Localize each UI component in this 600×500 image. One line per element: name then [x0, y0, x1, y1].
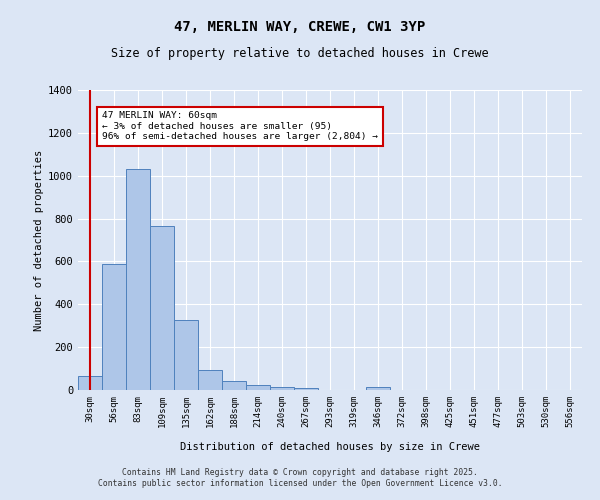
Bar	[366, 387, 390, 390]
Text: 47 MERLIN WAY: 60sqm
← 3% of detached houses are smaller (95)
96% of semi-detach: 47 MERLIN WAY: 60sqm ← 3% of detached ho…	[102, 112, 378, 141]
Bar	[102, 264, 126, 390]
Text: Contains HM Land Registry data © Crown copyright and database right 2025.
Contai: Contains HM Land Registry data © Crown c…	[98, 468, 502, 487]
Bar	[294, 388, 318, 390]
Bar	[126, 170, 150, 390]
Bar	[246, 384, 270, 390]
Text: Distribution of detached houses by size in Crewe: Distribution of detached houses by size …	[180, 442, 480, 452]
Bar	[198, 370, 222, 390]
Y-axis label: Number of detached properties: Number of detached properties	[34, 150, 44, 330]
Bar	[78, 376, 102, 390]
Bar	[150, 226, 174, 390]
Bar	[174, 320, 198, 390]
Bar	[222, 382, 246, 390]
Text: 47, MERLIN WAY, CREWE, CW1 3YP: 47, MERLIN WAY, CREWE, CW1 3YP	[175, 20, 425, 34]
Bar	[270, 387, 294, 390]
Text: Size of property relative to detached houses in Crewe: Size of property relative to detached ho…	[111, 48, 489, 60]
